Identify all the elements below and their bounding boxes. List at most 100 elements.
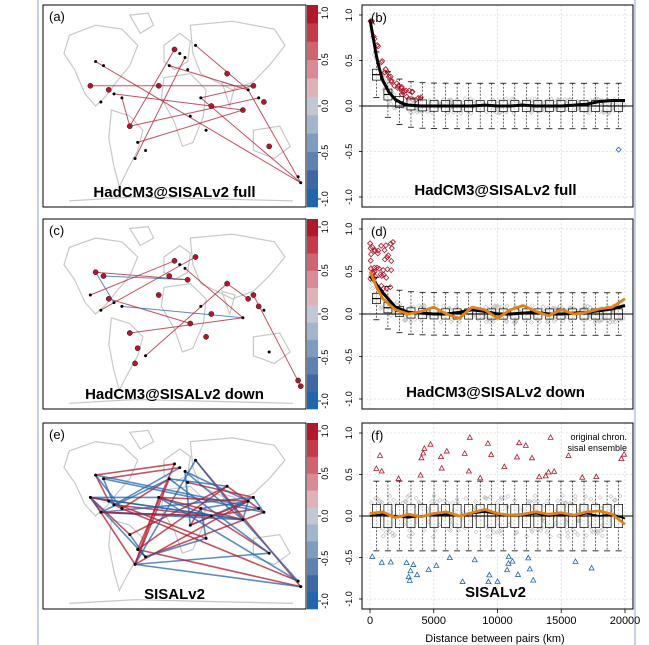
data-point xyxy=(429,499,435,504)
colorbar-segment xyxy=(307,288,318,306)
colorbar-tick-label: 1.0 xyxy=(320,7,330,20)
colorbar-segment xyxy=(307,357,318,375)
data-point xyxy=(617,493,623,499)
significant-point xyxy=(384,254,391,261)
data-point xyxy=(388,101,394,107)
data-point xyxy=(430,534,436,540)
significant-point xyxy=(461,450,468,456)
colorbar-segment xyxy=(307,78,318,98)
site-marker xyxy=(204,128,208,132)
correlation-link xyxy=(129,97,259,127)
correlation-link xyxy=(113,504,212,517)
data-point xyxy=(391,105,397,111)
colorbar-tick-label: 1.0 xyxy=(320,221,330,234)
land-outline xyxy=(163,32,191,71)
site-marker xyxy=(173,462,176,466)
site-marker xyxy=(112,92,116,96)
colorbar-segment xyxy=(307,339,318,358)
data-point xyxy=(599,533,605,539)
site-marker xyxy=(132,360,138,367)
correlation-link xyxy=(113,93,243,111)
plot-panel-label: (b) xyxy=(371,10,387,25)
data-point xyxy=(397,301,403,307)
site-marker xyxy=(171,257,178,264)
site-marker xyxy=(120,96,124,100)
site-marker xyxy=(94,60,98,64)
data-point xyxy=(482,495,488,500)
significant-point xyxy=(387,284,394,291)
data-point xyxy=(560,493,566,499)
data-point xyxy=(441,303,446,309)
data-point xyxy=(512,498,518,503)
site-marker xyxy=(157,495,161,499)
site-marker xyxy=(188,114,192,118)
correlation-link xyxy=(121,97,131,127)
site-marker xyxy=(136,140,140,144)
data-point xyxy=(575,532,581,538)
y-tick-label: 0.5 xyxy=(344,468,354,481)
colorbar-segment xyxy=(307,473,318,491)
site-marker xyxy=(199,507,203,511)
site-marker xyxy=(246,88,250,92)
significant-point xyxy=(368,251,375,258)
data-point xyxy=(535,527,541,533)
data-point xyxy=(611,498,617,503)
significant-point xyxy=(403,559,410,566)
significant-point xyxy=(383,274,390,281)
correlation-link xyxy=(100,478,170,513)
significant-point xyxy=(382,66,389,73)
data-point xyxy=(408,109,413,115)
correlation-link xyxy=(102,478,115,506)
significant-point xyxy=(615,146,622,153)
data-point xyxy=(526,499,532,504)
correlation-link xyxy=(145,537,207,558)
site-marker xyxy=(208,311,215,317)
correlation-links xyxy=(89,459,302,588)
data-point xyxy=(606,110,612,116)
correlation-link xyxy=(137,109,244,143)
x-tick-label: 0 xyxy=(367,615,373,627)
data-point xyxy=(544,530,550,535)
significant-point xyxy=(427,440,434,447)
colorbar-segment xyxy=(307,5,318,24)
data-point xyxy=(380,533,386,539)
data-point xyxy=(608,494,614,499)
significant-point xyxy=(388,244,395,252)
significant-point xyxy=(494,577,501,584)
land-outline xyxy=(252,332,291,365)
significant-point xyxy=(367,257,374,264)
site-marker xyxy=(209,514,213,518)
y-tick-label: 0.0 xyxy=(344,510,354,523)
significant-point xyxy=(485,578,492,585)
significant-point xyxy=(381,69,388,76)
data-point xyxy=(555,498,561,504)
map-frame xyxy=(42,422,307,610)
land-outline xyxy=(128,225,155,247)
data-point xyxy=(496,110,502,116)
data-point xyxy=(503,96,509,102)
correlation-link xyxy=(158,496,249,502)
colorbar-segment xyxy=(307,456,318,475)
significant-point xyxy=(522,442,530,448)
data-point xyxy=(540,304,546,310)
data-point xyxy=(512,319,518,325)
data-point xyxy=(421,527,427,533)
data-point xyxy=(408,319,414,325)
data-point xyxy=(438,319,444,325)
data-point xyxy=(410,531,416,537)
data-point xyxy=(368,500,374,506)
site-marker xyxy=(188,523,192,527)
data-point xyxy=(612,319,618,325)
significant-point xyxy=(388,78,395,86)
data-point xyxy=(572,529,578,535)
significant-point xyxy=(378,242,385,249)
colorbar-tick-label: 0.0 xyxy=(320,100,330,113)
site-marker xyxy=(295,377,301,384)
data-point xyxy=(483,319,489,325)
colorbar-tick-label: 0.0 xyxy=(320,308,330,321)
significant-point xyxy=(378,272,385,279)
data-point xyxy=(387,493,393,499)
significant-point xyxy=(377,271,384,278)
significant-point xyxy=(373,264,381,271)
land-outline xyxy=(160,73,207,148)
